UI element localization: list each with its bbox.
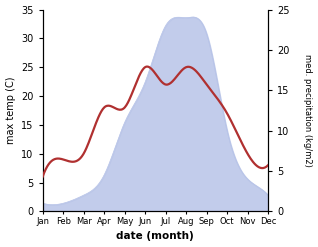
- Y-axis label: max temp (C): max temp (C): [5, 77, 16, 144]
- Y-axis label: med. precipitation (kg/m2): med. precipitation (kg/m2): [303, 54, 313, 167]
- X-axis label: date (month): date (month): [116, 231, 194, 242]
